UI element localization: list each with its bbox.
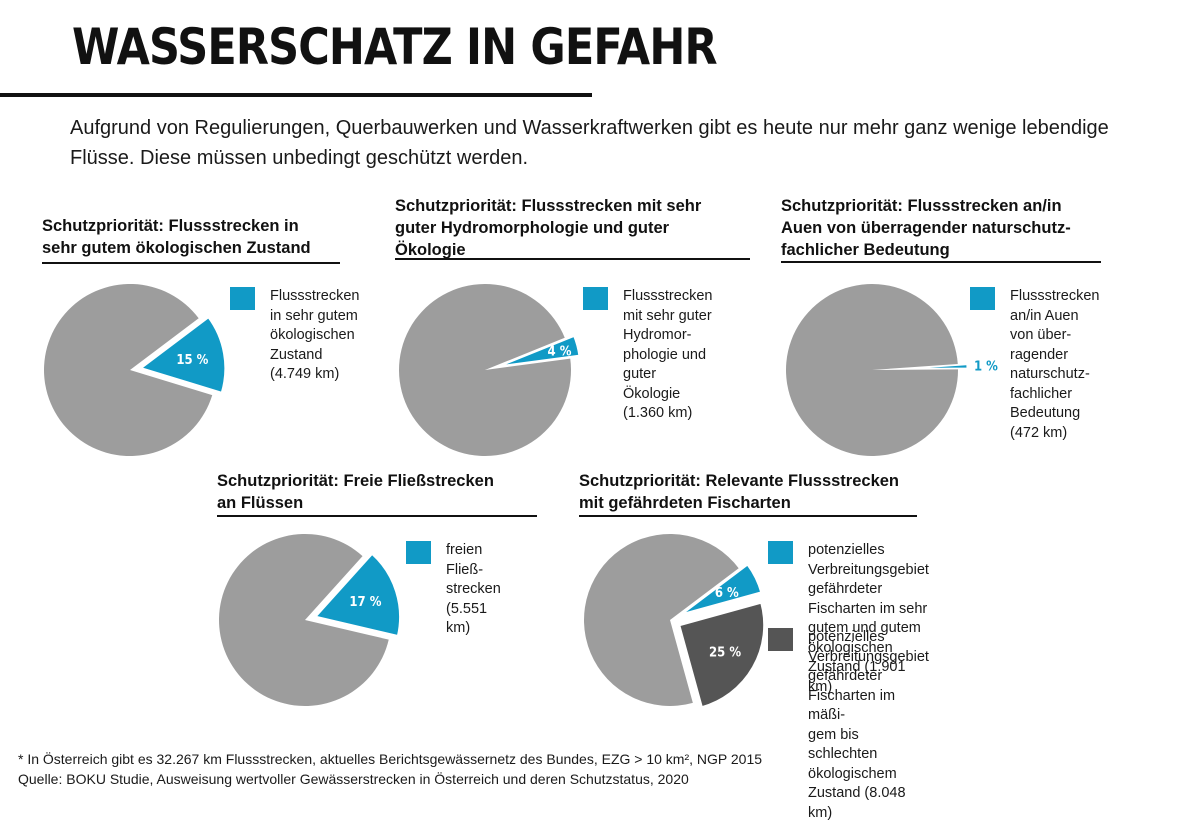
chart-title: Schutzpriorität: Freie Fließstrecken an …	[217, 472, 494, 512]
pie-slice-highlight	[136, 314, 228, 396]
pie-data-label: 25 %	[709, 645, 741, 660]
legend-swatch	[406, 541, 431, 564]
title-rule	[217, 515, 537, 517]
chart-panel-1: Schutzpriorität: Flussstrecken in sehr g…	[42, 215, 342, 455]
pie-chart-3: 1 %	[786, 284, 998, 457]
legend-label: potenzielles Verbreitungsgebiet gefährde…	[808, 542, 929, 695]
legend-label: potenzielles Verbreitungsgebiet gefährde…	[808, 629, 929, 821]
chart-title: Schutzpriorität: Flussstrecken an/in Aue…	[781, 197, 1071, 259]
chart-title: Schutzpriorität: Flussstrecken mit sehr …	[395, 197, 702, 259]
pie-chart-1: 15 %	[43, 284, 228, 456]
intro-text: Aufgrund von Regulierungen, Querbauwerke…	[70, 117, 1109, 169]
pie-chart-5: 6 % 25 %	[584, 534, 767, 710]
source-note: Quelle: BOKU Studie, Ausweisung wertvoll…	[18, 771, 689, 787]
title-rule	[579, 515, 917, 517]
chart-title: Schutzpriorität: Relevante Flussstrecken…	[579, 472, 900, 512]
pie-slice-remainder	[219, 534, 389, 706]
pie-slice-highlight	[678, 561, 764, 618]
chart-title: Schutzpriorität: Flussstrecken in sehr g…	[42, 217, 311, 257]
legend-swatch	[768, 541, 793, 564]
legend-label: Flussstrecken in sehr gutem ökologischen…	[270, 288, 360, 382]
legend-label: Flussstrecken an/in Auen von über- ragen…	[1010, 288, 1100, 441]
chart-panel-3: Schutzpriorität: Flussstrecken an/in Aue…	[781, 195, 1111, 265]
chart-panel-4: Schutzpriorität: Freie Fließstrecken an …	[217, 470, 537, 520]
chart-panel-2: Schutzpriorität: Flussstrecken mit sehr …	[395, 195, 755, 265]
pie-slice-remainder	[43, 284, 213, 456]
pie-slice-highlight	[311, 550, 402, 639]
pie-chart-2: 4 %	[399, 284, 582, 456]
pie-slice-remainder	[399, 284, 571, 456]
legend-label: freien Fließ- strecken (5.551 km)	[446, 542, 501, 636]
pie-data-label: 17 %	[349, 595, 381, 610]
legend-label: Flussstrecken mit sehr guter Hydromor- p…	[623, 288, 713, 421]
pie-data-label: 15 %	[176, 353, 208, 368]
pie-slice-highlight	[881, 362, 970, 372]
title-rule	[42, 262, 340, 264]
legend-swatch	[230, 287, 255, 310]
legend-swatch	[768, 628, 793, 651]
legend-swatch	[970, 287, 995, 310]
footnote: * In Österreich gibt es 32.267 km Flusss…	[18, 751, 763, 767]
chart-panel-5: Schutzpriorität: Relevante Flussstrecken…	[579, 470, 919, 520]
pie-data-label: 6 %	[715, 586, 739, 601]
legend-swatch	[583, 287, 608, 310]
pie-slice-highlight	[676, 600, 767, 710]
pie-slice-remainder	[786, 284, 958, 457]
pie-data-label: 4 %	[548, 344, 572, 359]
title-underline	[0, 93, 592, 97]
pie-data-label: 1 %	[974, 360, 998, 375]
pie-slice-highlight	[494, 333, 582, 369]
title-rule	[781, 261, 1101, 263]
pie-slice-remainder	[584, 534, 739, 706]
title-rule	[395, 258, 750, 260]
pie-chart-4: 17 %	[219, 534, 402, 706]
page-title: WASSERSCHATZ IN GEFAHR	[72, 18, 718, 76]
